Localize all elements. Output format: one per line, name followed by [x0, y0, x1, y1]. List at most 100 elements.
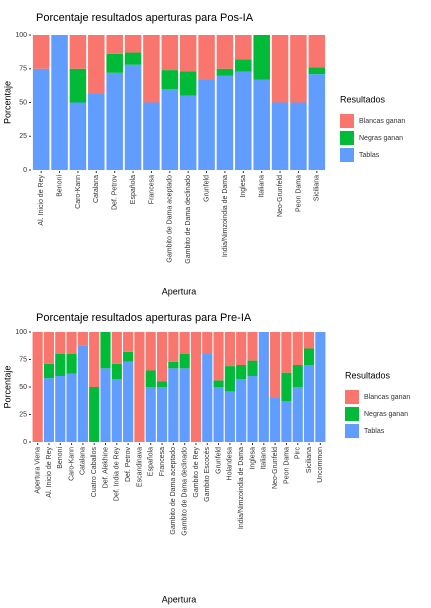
bar-segment	[303, 365, 315, 442]
bar-segment	[156, 387, 168, 442]
bar-segment	[55, 354, 66, 376]
y-tick-label: 75	[19, 356, 27, 363]
bar-segment	[145, 387, 156, 442]
x-tick-label: Def. India de Rey	[114, 447, 121, 502]
bar-segment	[55, 332, 66, 354]
x-tick-label: Benoni	[57, 447, 64, 469]
bar-segment	[247, 376, 258, 442]
x-tick-label: Def. Petrov	[125, 447, 132, 483]
chart-title: Porcentaje resultados aperturas para Pre…	[36, 312, 252, 324]
bar-segment	[270, 398, 281, 442]
bar-segment	[100, 368, 111, 442]
bar-segment	[247, 360, 258, 376]
x-tick-label: Al. Inicio de Rey	[38, 175, 45, 226]
bar-segment	[216, 68, 234, 76]
x-tick-label: India/Nimzoindia de Dama	[222, 175, 229, 257]
bar-segment	[281, 372, 292, 402]
bar-segment	[111, 379, 122, 442]
bar-segment	[145, 332, 156, 371]
y-tick-label: 75	[19, 66, 27, 73]
x-tick-label: Italiana	[261, 447, 268, 470]
legend-label: Negras ganan	[364, 411, 408, 418]
bar-segment	[168, 368, 179, 442]
bar-segment	[43, 363, 55, 379]
bar-segment	[292, 332, 303, 365]
bar-segment	[69, 102, 87, 170]
legend-swatch	[340, 131, 354, 145]
bar-segment	[308, 35, 326, 68]
bar-segment	[202, 354, 213, 442]
bar-segment	[281, 401, 292, 442]
bar-segment	[179, 71, 197, 96]
bar-segment	[253, 35, 270, 80]
bar-segment	[88, 93, 105, 170]
bar-segment	[213, 332, 224, 381]
legend-swatch	[345, 407, 359, 421]
bar-segment	[111, 363, 122, 380]
x-tick-label: Francesa	[159, 447, 166, 476]
legend-swatch	[340, 148, 354, 162]
bar-segment	[161, 89, 179, 170]
bar-segment	[216, 35, 234, 69]
bar-segment	[143, 102, 160, 170]
bar-segment	[66, 373, 77, 442]
legend-swatch	[345, 390, 359, 404]
x-tick-label: India/Nimzoindia de Dama	[238, 447, 245, 529]
bar-segment	[106, 35, 123, 54]
bar-segment	[123, 351, 134, 362]
bar-segment	[308, 74, 326, 170]
bar-segment	[32, 332, 43, 442]
x-tick-label: Def. Petrov	[112, 175, 119, 211]
x-tick-label: Gambito de Dama declinado	[181, 447, 188, 536]
x-tick-label: Catalana	[93, 175, 100, 203]
bar-segment	[224, 391, 235, 442]
x-tick-label: Grunfeld	[215, 447, 222, 474]
bar-segment	[202, 332, 213, 354]
bar-segment	[124, 52, 142, 65]
bar-segment	[224, 332, 235, 367]
bar-segment	[236, 332, 247, 365]
bar-segment	[89, 332, 100, 387]
bar-segment	[271, 102, 289, 170]
x-tick-label: Siciliana	[314, 175, 321, 201]
bar-segment	[216, 75, 234, 170]
bar-segment	[156, 381, 168, 387]
x-tick-label: Española	[130, 175, 137, 204]
x-tick-label: Gambito Escocés	[204, 447, 211, 502]
bar-segment	[66, 332, 77, 354]
bar-segment	[179, 35, 197, 72]
bar-segment	[290, 35, 307, 103]
bar-segment	[190, 332, 202, 442]
bar-segment	[168, 361, 179, 369]
x-tick-label: Catalana	[80, 447, 87, 475]
bar-segment	[235, 35, 252, 60]
bar-segment	[315, 332, 326, 442]
chart-title: Porcentaje resultados aperturas para Pos…	[36, 12, 254, 24]
bar-segment	[123, 332, 134, 352]
bar-segment	[236, 379, 247, 442]
bar-segment	[156, 332, 168, 382]
bar-segment	[213, 387, 224, 442]
bar-segment	[69, 68, 87, 103]
y-tick-label: 25	[19, 411, 27, 418]
legend-swatch	[345, 424, 359, 438]
bar-segment	[134, 332, 145, 442]
x-tick-label: Peon Dama	[295, 175, 302, 212]
bar-segment	[303, 348, 315, 365]
legend-label: Blancas ganan	[364, 394, 410, 401]
bar-segment	[198, 35, 215, 80]
legend-label: Blancas ganan	[359, 118, 405, 125]
bar-segment	[308, 67, 326, 75]
bar-segment	[198, 79, 215, 170]
bar-segment	[179, 332, 190, 354]
bar-segment	[179, 354, 190, 369]
bar-segment	[145, 370, 156, 387]
bar-segment	[124, 35, 142, 53]
bar-segment	[270, 332, 281, 398]
bar-segment	[281, 332, 292, 373]
x-tick-label: Gambito de Dama aceptado	[167, 175, 174, 263]
y-tick-label: 100	[15, 32, 27, 39]
x-axis-title: Apertura	[162, 594, 197, 604]
